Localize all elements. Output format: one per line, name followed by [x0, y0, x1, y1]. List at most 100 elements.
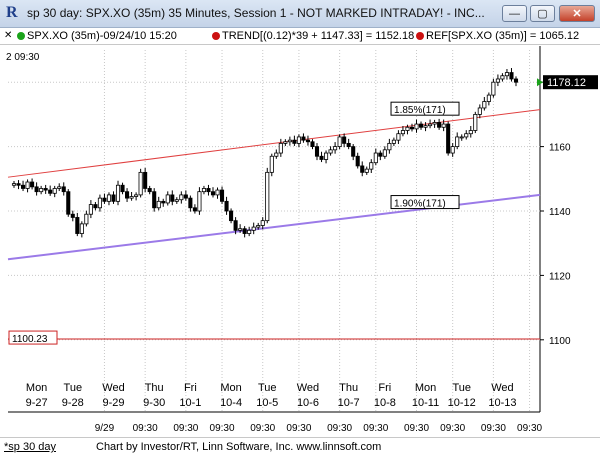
candle — [152, 191, 157, 209]
candle — [170, 194, 175, 202]
x-date-label: 10-4 — [220, 397, 242, 409]
candle — [34, 186, 39, 193]
candle — [513, 78, 519, 83]
candle — [269, 155, 274, 173]
candle — [215, 189, 220, 196]
candle — [188, 197, 193, 209]
candle — [61, 186, 66, 193]
candle — [233, 220, 238, 231]
x-date-label: 10-8 — [374, 397, 396, 409]
candle — [88, 204, 93, 215]
info-close-icon[interactable]: ✕ — [4, 30, 13, 41]
candle — [495, 78, 500, 83]
candle — [111, 194, 116, 202]
price-chart[interactable]: 2 09:30 11001120114011601180 Mon9-27Tue9… — [0, 45, 600, 437]
candle — [342, 136, 347, 144]
candle — [192, 207, 197, 212]
chart-header-text: 2 09:30 — [6, 52, 40, 63]
candle — [206, 188, 211, 193]
candle — [360, 165, 365, 173]
candle — [97, 197, 102, 209]
candle — [134, 194, 139, 197]
x-time-label: 09:30 — [404, 423, 429, 434]
last-price-box — [543, 75, 598, 90]
ref-label: REF[SPX.XO (35m)] = 1065.12 — [426, 30, 580, 42]
channel-label: 1.85%(171) — [394, 105, 446, 116]
candle — [509, 72, 514, 80]
candle — [197, 191, 202, 212]
candle — [328, 149, 333, 154]
channel-label: 1.90%(171) — [394, 199, 446, 210]
x-time-label: 9/29 — [95, 423, 115, 434]
candle — [161, 200, 166, 204]
candle — [305, 139, 311, 143]
candle — [459, 136, 464, 139]
x-date-label: 9-27 — [26, 397, 48, 409]
status-bar: *sp 30 day Chart by Investor/RT, Linn So… — [0, 437, 600, 464]
x-date-label: 10-13 — [488, 397, 516, 409]
candle — [11, 183, 17, 186]
trend-line — [7, 109, 541, 178]
candle — [310, 141, 315, 148]
x-time-label: 09:30 — [210, 423, 235, 434]
x-date-label: 10-1 — [179, 397, 201, 409]
x-time-label: 09:30 — [133, 423, 158, 434]
candle — [396, 133, 401, 141]
x-time-label: 09:30 — [517, 423, 542, 434]
close-button[interactable]: ✕ — [559, 5, 595, 22]
candle — [446, 123, 451, 154]
candle — [450, 146, 455, 154]
reference-label-box — [8, 330, 58, 345]
candle — [57, 186, 62, 189]
candle — [201, 188, 206, 193]
x-day-label: Tue — [452, 382, 471, 394]
x-day-label: Mon — [415, 382, 436, 394]
candle — [256, 225, 261, 228]
x-time-label: 09:30 — [440, 423, 465, 434]
candle — [125, 191, 130, 199]
candle — [115, 184, 121, 202]
minimize-button[interactable]: — — [502, 5, 527, 22]
candle — [418, 123, 424, 128]
y-tick-label: 1100 — [549, 336, 571, 347]
candle — [441, 123, 446, 128]
candle — [409, 126, 415, 130]
x-day-label: Mon — [26, 382, 47, 394]
candle — [455, 136, 460, 148]
x-day-label: Mon — [220, 382, 241, 394]
chart-tab[interactable]: *sp 30 day — [4, 441, 56, 453]
candle — [296, 136, 301, 144]
candle — [405, 126, 410, 131]
candle — [437, 122, 442, 128]
x-time-label: 09:30 — [286, 423, 311, 434]
candle — [43, 188, 48, 191]
candle — [468, 130, 473, 135]
candle — [179, 194, 184, 201]
candle — [156, 200, 161, 209]
candle — [129, 196, 134, 199]
candle — [491, 81, 496, 96]
candle — [25, 181, 30, 189]
candle — [482, 101, 487, 109]
window-title: sp 30 day: SPX.XO (35m) 35 Minutes, Sess… — [27, 6, 485, 20]
y-tick-label: 1120 — [549, 271, 571, 282]
candle — [337, 136, 342, 148]
candle — [500, 75, 505, 80]
y-tick-label: 1160 — [549, 143, 571, 154]
app-logo-icon: R — [6, 4, 18, 21]
x-day-label: Tue — [64, 382, 83, 394]
symbol-dot-icon — [17, 32, 25, 40]
candle — [106, 194, 112, 202]
candle — [79, 223, 84, 234]
x-date-label: 10-11 — [412, 397, 439, 409]
candle — [251, 226, 256, 231]
candle — [66, 191, 71, 215]
chart-background — [0, 45, 600, 437]
indicator-info-bar: ✕ SPX.XO (35m)-09/24/10 15:20 TREND[(0.1… — [0, 28, 600, 45]
window-titlebar: R sp 30 day: SPX.XO (35m) 35 Minutes, Se… — [0, 0, 600, 28]
candle — [423, 125, 428, 128]
candle — [464, 133, 469, 138]
restore-button[interactable]: ▢ — [530, 5, 555, 22]
chart-labels: 1100.23 1178.12 1.85%(171) 1.90%(171) — [8, 75, 598, 345]
candle — [274, 152, 279, 157]
